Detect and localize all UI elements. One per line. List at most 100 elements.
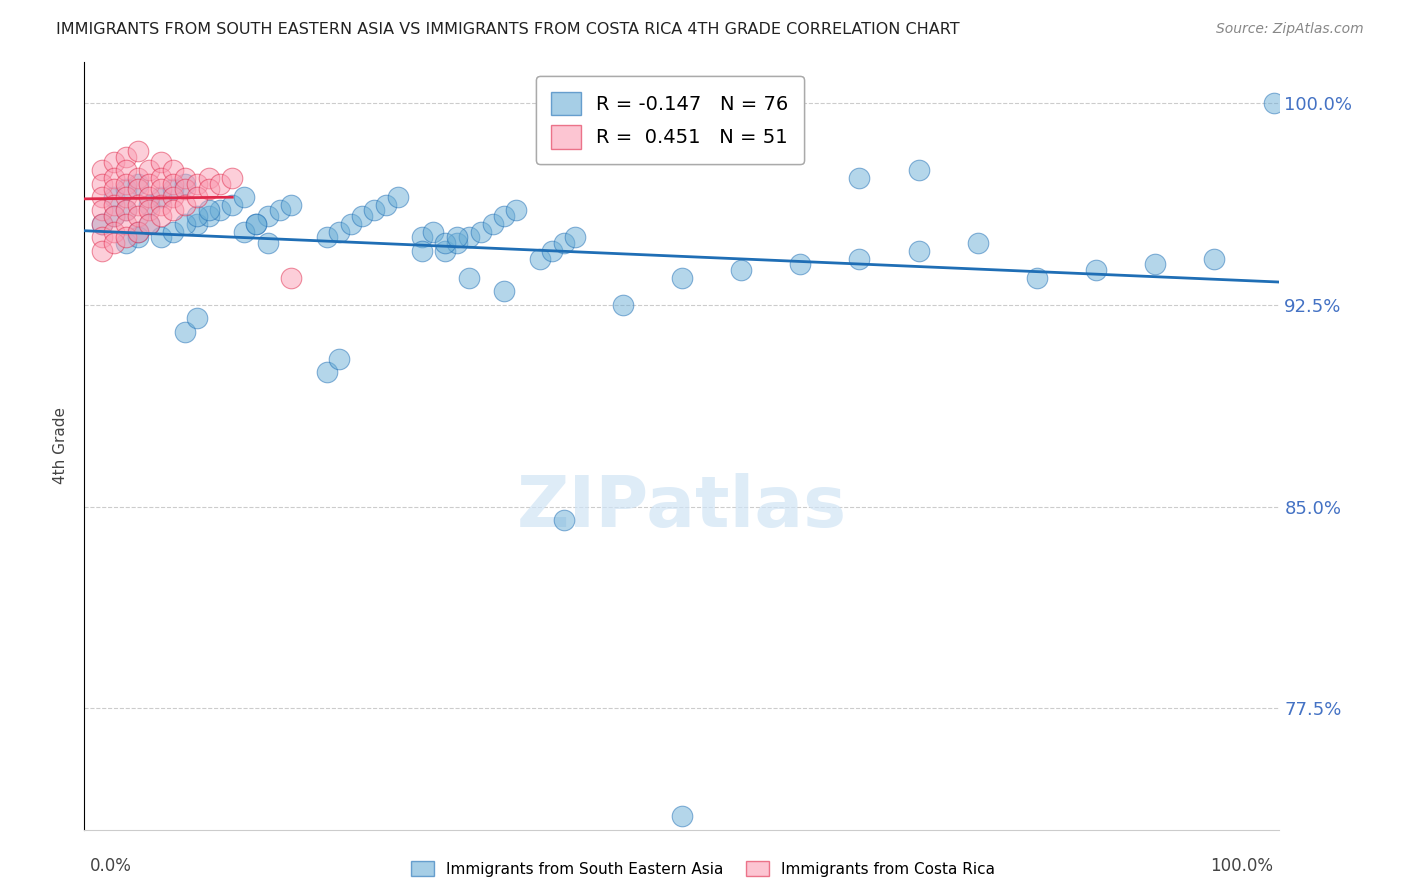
Point: [233, 225, 256, 239]
Point: [138, 198, 160, 212]
Point: [138, 217, 160, 231]
Point: [114, 235, 136, 250]
Point: [612, 298, 634, 312]
Point: [91, 230, 114, 244]
Text: 100.0%: 100.0%: [1211, 857, 1274, 875]
Point: [789, 257, 811, 271]
Point: [150, 182, 173, 196]
Point: [127, 182, 149, 196]
Point: [114, 163, 136, 178]
Point: [494, 209, 516, 223]
Point: [114, 203, 136, 218]
Point: [127, 177, 149, 191]
Point: [91, 244, 114, 258]
Point: [1144, 257, 1167, 271]
Point: [186, 177, 208, 191]
Point: [671, 809, 693, 823]
Point: [411, 230, 433, 244]
Point: [316, 230, 339, 244]
Point: [150, 190, 173, 204]
Point: [1204, 252, 1226, 266]
Point: [553, 513, 575, 527]
Text: IMMIGRANTS FROM SOUTH EASTERN ASIA VS IMMIGRANTS FROM COSTA RICA 4TH GRADE CORRE: IMMIGRANTS FROM SOUTH EASTERN ASIA VS IM…: [56, 22, 960, 37]
Text: ZIPatlas: ZIPatlas: [517, 473, 846, 541]
Point: [138, 163, 160, 178]
Point: [114, 217, 136, 231]
Point: [174, 182, 197, 196]
Point: [138, 177, 160, 191]
Point: [91, 217, 114, 231]
Point: [540, 244, 562, 258]
Point: [103, 190, 125, 204]
Point: [245, 217, 267, 231]
Point: [494, 284, 516, 298]
Point: [138, 190, 160, 204]
Point: [150, 198, 173, 212]
Point: [127, 145, 149, 159]
Point: [162, 190, 184, 204]
Point: [269, 203, 291, 218]
Point: [127, 225, 149, 239]
Point: [280, 270, 302, 285]
Point: [848, 252, 870, 266]
Point: [174, 177, 197, 191]
Point: [114, 150, 136, 164]
Text: Source: ZipAtlas.com: Source: ZipAtlas.com: [1216, 22, 1364, 37]
Point: [103, 209, 125, 223]
Point: [505, 203, 527, 218]
Point: [138, 203, 160, 218]
Point: [174, 325, 197, 339]
Point: [352, 209, 374, 223]
Point: [127, 198, 149, 212]
Point: [186, 311, 208, 326]
Point: [209, 177, 232, 191]
Point: [127, 209, 149, 223]
Point: [966, 235, 988, 250]
Point: [138, 217, 160, 231]
Point: [328, 351, 350, 366]
Point: [103, 198, 125, 212]
Point: [197, 203, 219, 218]
Point: [114, 230, 136, 244]
Point: [481, 217, 503, 231]
Text: 0.0%: 0.0%: [90, 857, 132, 875]
Point: [256, 235, 278, 250]
Point: [256, 209, 278, 223]
Point: [221, 198, 243, 212]
Point: [186, 209, 208, 223]
Point: [103, 155, 125, 169]
Point: [91, 190, 114, 204]
Point: [375, 198, 398, 212]
Point: [339, 217, 361, 231]
Point: [114, 203, 136, 218]
Legend: Immigrants from South Eastern Asia, Immigrants from Costa Rica: Immigrants from South Eastern Asia, Immi…: [404, 853, 1002, 884]
Legend: R = -0.147   N = 76, R =  0.451   N = 51: R = -0.147 N = 76, R = 0.451 N = 51: [536, 76, 804, 164]
Point: [150, 209, 173, 223]
Point: [197, 209, 219, 223]
Point: [730, 262, 752, 277]
Point: [162, 182, 184, 196]
Point: [114, 182, 136, 196]
Point: [387, 190, 409, 204]
Point: [91, 177, 114, 191]
Point: [470, 225, 492, 239]
Point: [162, 225, 184, 239]
Point: [186, 190, 208, 204]
Point: [103, 235, 125, 250]
Point: [103, 225, 125, 239]
Point: [174, 171, 197, 186]
Point: [91, 163, 114, 178]
Point: [411, 244, 433, 258]
Point: [127, 230, 149, 244]
Point: [150, 171, 173, 186]
Point: [186, 217, 208, 231]
Point: [529, 252, 551, 266]
Point: [446, 230, 468, 244]
Point: [553, 235, 575, 250]
Point: [907, 244, 929, 258]
Point: [221, 171, 243, 186]
Point: [671, 270, 693, 285]
Point: [103, 182, 125, 196]
Point: [127, 225, 149, 239]
Point: [434, 235, 457, 250]
